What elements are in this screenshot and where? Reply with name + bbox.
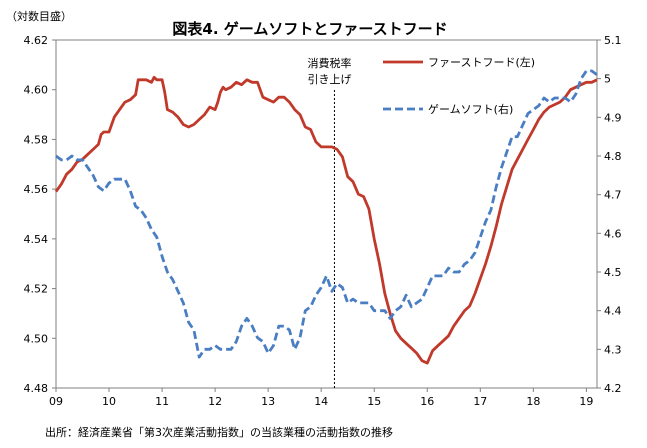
right-tick-label: 4.8 — [604, 150, 622, 163]
x-tick-label: 16 — [420, 395, 434, 408]
left-tick-label: 4.50 — [24, 332, 49, 345]
left-tick-label: 4.58 — [24, 133, 49, 146]
annotation-line-2: 引き上げ — [307, 72, 351, 86]
legend: ファーストフード(左) ゲームソフト(右) — [383, 56, 535, 116]
chart-title: 図表4. ゲームソフトとファーストフード — [172, 20, 447, 38]
right-tick-label: 5.1 — [604, 34, 622, 47]
tax-hike-annotation: 消費税率 引き上げ — [307, 56, 351, 388]
left-axis: 4.48 4.50 4.52 4.54 4.56 4.58 4.60 4.62 — [24, 34, 56, 395]
annotation-line-1: 消費税率 — [307, 56, 351, 70]
series-layer — [54, 69, 598, 365]
game-series-line — [55, 69, 598, 359]
plot-area — [55, 39, 598, 389]
x-tick-label: 19 — [579, 395, 593, 408]
fastfood-series-line — [54, 75, 598, 365]
x-tick-label: 17 — [473, 395, 487, 408]
right-tick-label: 4.5 — [604, 266, 622, 279]
right-tick-label: 4.4 — [604, 305, 622, 318]
right-tick-label: 4.7 — [604, 189, 622, 202]
x-tick-label: 09 — [49, 395, 63, 408]
x-tick-label: 14 — [314, 395, 328, 408]
left-tick-label: 4.56 — [24, 183, 49, 196]
left-tick-label: 4.48 — [24, 382, 49, 395]
source-note: 出所：経済産業省「第3次産業活動指数」の当該業種の活動指数の推移 — [45, 425, 393, 439]
left-axis-label: （対数目盛） — [6, 9, 72, 23]
x-tick-label: 12 — [208, 395, 222, 408]
right-tick-label: 4.6 — [604, 227, 622, 240]
legend-fastfood-label: ファーストフード(左) — [428, 56, 535, 69]
left-tick-label: 4.52 — [24, 283, 49, 296]
left-tick-label: 4.62 — [24, 34, 49, 47]
right-axis: 4.2 4.3 4.4 4.5 4.6 4.7 4.8 4.9 5 5.1 — [597, 34, 622, 395]
x-tick-label: 18 — [526, 395, 540, 408]
right-tick-label: 4.2 — [604, 382, 622, 395]
right-tick-label: 4.9 — [604, 111, 622, 124]
legend-game-label: ゲームソフト(右) — [428, 102, 513, 116]
left-tick-label: 4.60 — [24, 84, 49, 97]
x-tick-label: 10 — [102, 395, 116, 408]
right-tick-label: 4.3 — [604, 343, 622, 356]
x-tick-label: 15 — [367, 395, 381, 408]
left-tick-label: 4.54 — [24, 233, 49, 246]
x-tick-label: 11 — [155, 395, 169, 408]
right-tick-label: 5 — [604, 73, 611, 86]
x-axis: 09 10 11 12 13 14 15 16 17 18 19 — [49, 388, 593, 408]
x-tick-label: 13 — [261, 395, 275, 408]
